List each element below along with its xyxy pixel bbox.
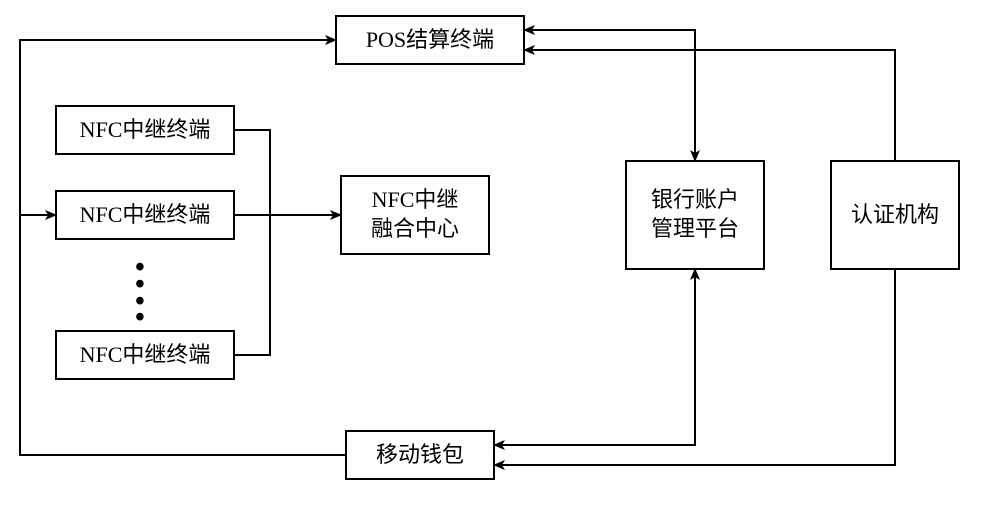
bank-platform-box: 银行账户 管理平台 [625,160,765,270]
bank-platform-label: 银行账户 管理平台 [651,186,739,243]
nfc-relay-label-2: NFC中继终端 [80,201,211,230]
nfc-relay-box-2: NFC中继终端 [55,190,235,240]
ellipsis-dots: •••• [135,260,145,327]
nfc-fusion-center-box: NFC中继 融合中心 [340,175,490,255]
nfc-relay-box-1: NFC中继终端 [55,105,235,155]
nfc-relay-label-1: NFC中继终端 [80,116,211,145]
cert-authority-label: 认证机构 [851,201,939,230]
nfc-fusion-center-label: NFC中继 融合中心 [371,186,459,243]
cert-authority-box: 认证机构 [830,160,960,270]
mobile-wallet-label: 移动钱包 [376,441,464,470]
nfc-relay-box-3: NFC中继终端 [55,330,235,380]
pos-terminal-box: POS结算终端 [335,15,525,65]
pos-terminal-label: POS结算终端 [366,26,494,55]
nfc-relay-label-3: NFC中继终端 [80,341,211,370]
mobile-wallet-box: 移动钱包 [345,430,495,480]
